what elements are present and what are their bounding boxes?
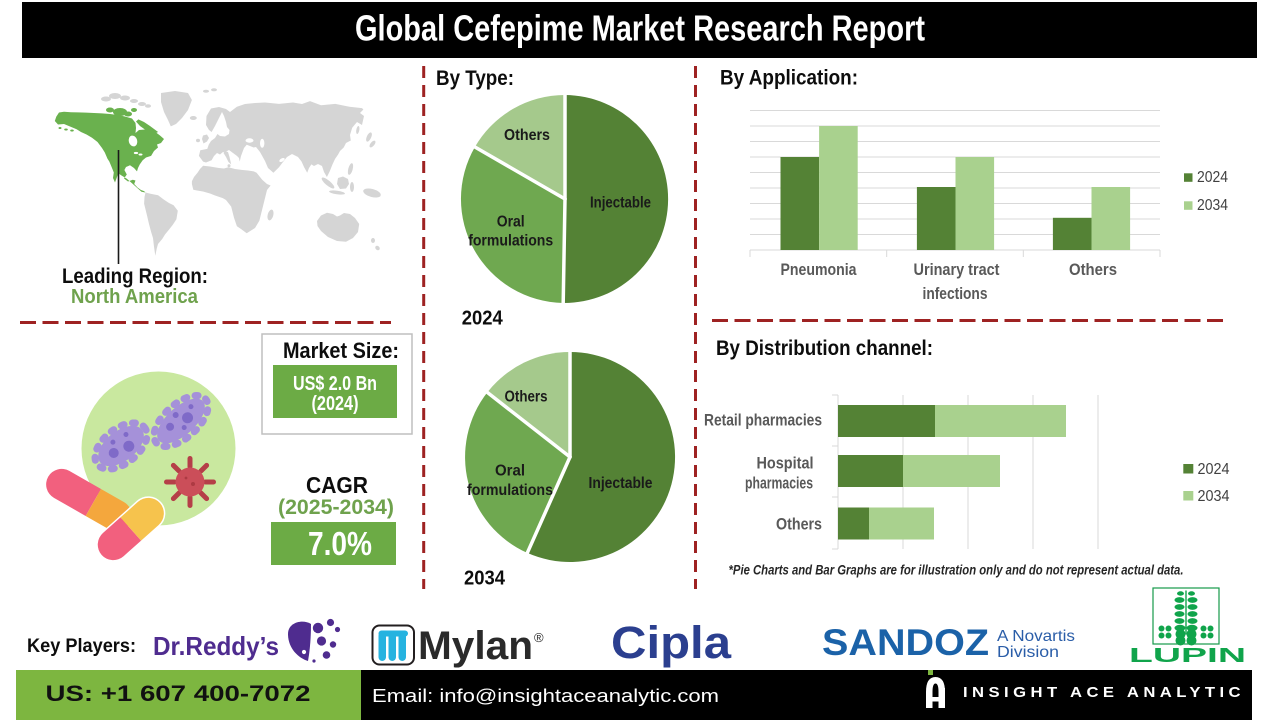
svg-text:(2025-2034): (2025-2034)	[278, 496, 394, 519]
svg-text:formulations: formulations	[467, 482, 553, 499]
svg-text:Leading Region:: Leading Region:	[62, 265, 208, 288]
svg-text:2034: 2034	[464, 568, 506, 590]
svg-text:2034: 2034	[1197, 197, 1228, 214]
svg-text:Oral: Oral	[497, 214, 525, 231]
svg-text:*Pie Charts and Bar Graphs are: *Pie Charts and Bar Graphs are for illus…	[729, 563, 1184, 578]
svg-text:infections: infections	[923, 284, 988, 303]
svg-text:US: +1 607 400-7072: US: +1 607 400-7072	[46, 681, 311, 706]
svg-text:Pneumonia: Pneumonia	[781, 260, 857, 279]
svg-text:formulations: formulations	[468, 233, 553, 250]
svg-text:CAGR: CAGR	[306, 472, 368, 498]
svg-text:Others: Others	[505, 389, 548, 406]
svg-text:By Application:: By Application:	[720, 67, 858, 90]
svg-text:INSIGHT ACE ANALYTIC: INSIGHT ACE ANALYTIC	[963, 684, 1245, 701]
svg-text:Dr.Reddy’s: Dr.Reddy’s	[153, 631, 279, 661]
svg-text:Others: Others	[1069, 260, 1117, 279]
svg-text:(2024): (2024)	[312, 393, 359, 415]
svg-text:A Novartis: A Novartis	[997, 628, 1075, 645]
svg-text:Injectable: Injectable	[590, 195, 651, 212]
svg-text:Global Cefepime Market Researc: Global Cefepime Market Research Report	[355, 8, 925, 49]
svg-text:By Type:: By Type:	[436, 67, 514, 90]
svg-text:2024: 2024	[1197, 169, 1228, 186]
svg-text:SANDOZ: SANDOZ	[822, 622, 989, 663]
svg-text:Others: Others	[776, 515, 822, 534]
svg-text:Mylan: Mylan	[418, 624, 533, 668]
svg-text:pharmacies: pharmacies	[745, 474, 813, 493]
svg-text:By Distribution channel:: By Distribution channel:	[716, 337, 933, 360]
svg-text:2034: 2034	[1198, 488, 1230, 505]
svg-text:LUPIN: LUPIN	[1129, 645, 1246, 667]
svg-text:Division: Division	[997, 644, 1059, 661]
svg-text:Market Size:: Market Size:	[283, 338, 399, 363]
svg-text:Oral: Oral	[495, 463, 525, 480]
svg-text:2024: 2024	[1198, 461, 1230, 478]
svg-text:Others: Others	[504, 127, 550, 144]
svg-text:Cipla: Cipla	[611, 617, 732, 668]
svg-text:®: ®	[534, 630, 544, 645]
svg-text:US$ 2.0 Bn: US$ 2.0 Bn	[293, 373, 377, 395]
svg-text:Urinary tract: Urinary tract	[914, 260, 1000, 279]
svg-text:2024: 2024	[462, 308, 504, 330]
svg-text:North America: North America	[71, 286, 199, 308]
svg-text:Retail pharmacies: Retail pharmacies	[704, 411, 822, 430]
svg-text:Email: info@insightaceanalytic: Email: info@insightaceanalytic.com	[372, 686, 719, 706]
svg-text:Injectable: Injectable	[589, 475, 653, 492]
svg-text:Hospital: Hospital	[757, 454, 814, 473]
svg-text:Key Players:: Key Players:	[27, 636, 136, 657]
svg-text:7.0%: 7.0%	[308, 525, 372, 562]
